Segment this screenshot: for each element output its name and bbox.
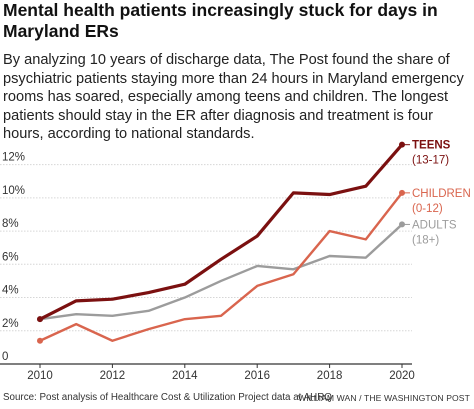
series-end-point-adults bbox=[399, 221, 405, 228]
y-tick-label: 12% bbox=[2, 152, 25, 164]
y-tick-label: 10% bbox=[2, 185, 25, 197]
source-note: Source: Post analysis of Healthcare Cost… bbox=[3, 392, 332, 403]
x-tick-label: 2012 bbox=[100, 370, 126, 382]
gridlines bbox=[0, 164, 412, 365]
series-lines bbox=[37, 141, 405, 344]
chart-title: Mental health patients increasingly stuc… bbox=[3, 0, 438, 41]
y-tick-label: 8% bbox=[2, 218, 19, 230]
series-sublabel-adults: (18+) bbox=[412, 234, 439, 246]
x-tick-label: 2016 bbox=[244, 370, 270, 382]
x-tick-label: 2020 bbox=[389, 370, 415, 382]
series-line-children bbox=[39, 192, 403, 342]
x-axis-tick-labels: 2010 2012 2014 2016 2018 2020 bbox=[27, 364, 415, 382]
credit-line: WILLIAM WAN / THE WASHINGTON POST bbox=[298, 393, 470, 403]
chart-subtitle: By analyzing 10 years of discharge data,… bbox=[3, 52, 464, 142]
series-end-point-children bbox=[399, 189, 405, 196]
x-tick-label: 2014 bbox=[172, 370, 198, 382]
x-tick-label: 2010 bbox=[27, 370, 53, 382]
y-tick-label: 6% bbox=[2, 251, 19, 263]
y-tick-label: 4% bbox=[2, 285, 19, 297]
series-labels: ADULTS (18+) CHILDREN (0-12) TEENS (13-17) bbox=[404, 140, 471, 246]
series-label-adults: ADULTS bbox=[412, 219, 457, 231]
series-start-point-teens bbox=[37, 316, 43, 323]
series-start-point-children bbox=[37, 337, 43, 344]
series-line-adults bbox=[39, 223, 403, 321]
series-line-teens bbox=[39, 143, 404, 321]
series-label-children: CHILDREN bbox=[412, 188, 471, 200]
x-tick-label: 2018 bbox=[317, 370, 343, 382]
y-tick-label: 2% bbox=[2, 318, 19, 330]
y-axis-tick-labels: 0 2% 4% 6% 8% 10% 12% bbox=[2, 152, 25, 363]
series-sublabel-children: (0-12) bbox=[412, 203, 443, 215]
series-label-teens: TEENS bbox=[412, 140, 451, 152]
y-tick-label: 0 bbox=[2, 351, 8, 363]
series-end-point-teens bbox=[399, 141, 405, 148]
series-sublabel-teens: (13-17) bbox=[412, 155, 449, 167]
